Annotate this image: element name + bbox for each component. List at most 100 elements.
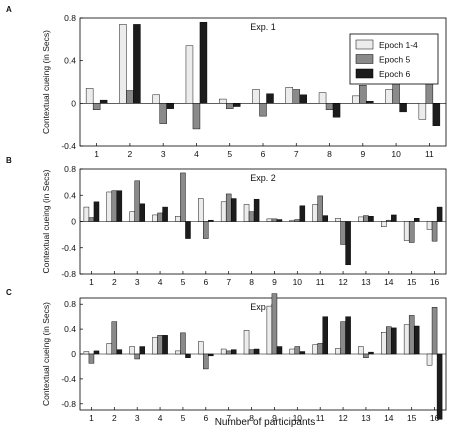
legend-swatch [355,39,374,50]
bar-epoch-5 [111,321,118,355]
bar-epoch-6 [230,349,237,355]
bar-epoch-1-4 [426,221,433,230]
x-tick-label: 2 [112,277,117,287]
x-tick-label: 10 [391,149,401,159]
bar-epoch-1-4 [175,350,181,355]
bar-epoch-6 [230,198,237,222]
legend-swatch [355,54,374,64]
bar-epoch-5 [340,321,346,355]
bar-epoch-5 [294,219,301,222]
bar-epoch-5 [111,190,118,222]
y-tick-label: -0.4 [61,243,76,253]
bar-epoch-1-4 [152,336,158,355]
legend-entry: Epoch 5 [355,54,410,65]
bar-epoch-5 [386,219,392,222]
x-tick-label: 1 [89,277,94,287]
bar-epoch-1-4 [83,206,90,222]
x-tick-label: 4 [194,149,199,159]
legend-label: Epoch 1-4 [379,40,418,50]
bar-epoch-6 [436,353,443,420]
bar-epoch-1-4 [289,348,296,355]
bar-epoch-6 [391,327,397,355]
bar-epoch-1-4 [335,348,341,355]
bar-epoch-5 [192,103,201,130]
bar-epoch-6 [299,94,307,104]
bar-epoch-1-4 [403,221,410,241]
x-tick-label: 11 [316,277,325,287]
bar-epoch-1-4 [219,98,227,104]
x-tick-label: 9 [272,277,277,287]
x-tick-label: 8 [249,413,254,423]
bar-epoch-1-4 [358,346,364,355]
bar-epoch-6 [139,203,145,222]
y-tick-label: 0.8 [64,164,76,174]
bar-epoch-6 [299,205,306,222]
x-tick-label: 11 [425,149,434,159]
bar-epoch-5 [88,353,95,364]
bar-epoch-5 [159,103,167,124]
bar-epoch-1-4 [119,24,127,104]
bar-epoch-1-4 [198,341,204,355]
panel-title: Exp. 3 [250,302,276,312]
bar-epoch-1-4 [358,216,364,222]
x-tick-label: 5 [227,149,232,159]
bar-epoch-6 [266,93,274,104]
y-tick-label: -0.4 [61,374,76,384]
bar-epoch-6 [368,351,374,355]
x-tick-label: 10 [293,413,303,423]
bar-epoch-6 [413,325,420,355]
bar-epoch-5 [271,293,278,355]
bar-epoch-5 [203,221,209,239]
bar-epoch-1-4 [418,103,427,120]
bar-epoch-5 [325,103,334,110]
bar-epoch-6 [322,215,328,222]
bar-epoch-5 [225,193,232,222]
legend-entry: Epoch 1-4 [355,39,418,50]
x-tick-label: 10 [293,277,303,287]
bar-epoch-6 [233,103,241,107]
bar-epoch-6 [276,346,283,355]
bar-epoch-1-4 [381,331,387,355]
bar-epoch-5 [126,90,134,104]
bar-epoch-1-4 [385,89,393,104]
bar-epoch-6 [345,316,351,355]
y-tick-label: -0.8 [61,399,76,409]
x-tick-label: 3 [161,149,166,159]
bar-epoch-1-4 [152,214,158,222]
bar-epoch-6 [116,349,123,355]
x-tick-label: 5 [181,413,186,423]
bar-epoch-5 [157,335,163,355]
legend: Epoch 1-4 Epoch 5 Epoch 6 [349,33,439,85]
bar-epoch-6 [199,22,208,104]
y-axis-label: Contextual cueing (in Secs) [41,169,51,273]
bar-epoch-1-4 [220,201,227,222]
bar-epoch-1-4 [252,89,260,104]
bar-epoch-1-4 [243,204,250,222]
x-tick-label: 6 [261,149,266,159]
bar-epoch-6 [391,214,397,222]
x-tick-label: 2 [112,413,117,423]
bar-epoch-6 [185,353,191,358]
bar-epoch-1-4 [220,348,227,355]
x-tick-label: 14 [384,277,394,287]
bar-epoch-6 [99,99,108,104]
bar-epoch-6 [368,216,374,222]
bar-epoch-5 [92,103,101,110]
bar-epoch-1-4 [129,346,135,355]
bar-epoch-1-4 [352,95,360,104]
bar-epoch-6 [253,348,260,355]
y-tick-label: 0.8 [64,13,76,23]
x-tick-label: 4 [158,277,163,287]
x-tick-label: 2 [128,149,133,159]
bar-epoch-6 [322,316,328,355]
bar-epoch-1-4 [85,88,94,104]
y-tick-label: 0.4 [64,190,76,200]
bar-epoch-5 [134,353,140,360]
bar-epoch-5 [292,89,300,104]
bar-epoch-6 [208,219,214,222]
panel-letter: B [6,156,12,165]
bar-epoch-6 [413,217,420,222]
x-tick-label: 11 [316,413,325,423]
x-tick-label: 14 [384,413,394,423]
bar-epoch-6 [253,198,260,222]
